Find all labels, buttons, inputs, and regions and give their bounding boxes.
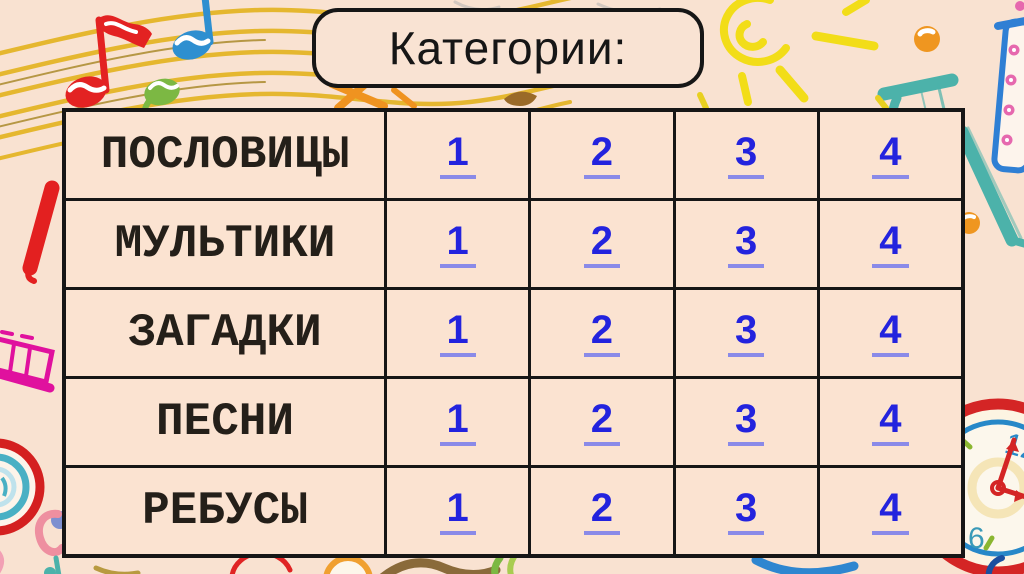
question-cell: 2 — [531, 468, 673, 554]
question-link[interactable]: 2 — [583, 132, 620, 179]
teal-slide-doodle — [955, 125, 1024, 248]
title-box: Категории: — [312, 8, 704, 88]
question-cell: 1 — [387, 112, 529, 198]
question-link[interactable]: 2 — [583, 488, 620, 535]
page-title: Категории: — [388, 22, 628, 74]
question-link[interactable]: 2 — [583, 399, 620, 446]
question-cell: 4 — [819, 201, 961, 287]
question-cell: 3 — [675, 379, 817, 465]
question-cell: 3 — [675, 112, 817, 198]
question-cell: 4 — [819, 379, 961, 465]
svg-text:6: 6 — [968, 522, 985, 555]
question-cell: 2 — [531, 290, 673, 376]
question-link[interactable]: 4 — [872, 399, 909, 446]
category-cell-zagadki: ЗАГАДКИ — [66, 290, 384, 376]
sun-doodle — [719, 0, 879, 106]
question-link[interactable]: 4 — [872, 221, 909, 268]
question-link[interactable]: 4 — [872, 310, 909, 357]
question-cell: 3 — [675, 290, 817, 376]
question-link[interactable]: 4 — [872, 488, 909, 535]
music-note-red-icon — [65, 15, 152, 108]
category-cell-rebusy: РЕБУСЫ — [66, 468, 384, 554]
category-cell-pesni: ПЕСНИ — [66, 379, 384, 465]
question-link[interactable]: 3 — [728, 310, 765, 357]
question-link[interactable]: 3 — [728, 488, 765, 535]
question-cell: 1 — [387, 290, 529, 376]
question-cell: 2 — [531, 112, 673, 198]
piano-doodle — [0, 330, 55, 393]
question-link[interactable]: 2 — [583, 221, 620, 268]
question-link[interactable]: 3 — [728, 399, 765, 446]
question-cell: 4 — [819, 468, 961, 554]
question-cell: 2 — [531, 379, 673, 465]
dotted-strip-doodle — [991, 1, 1024, 174]
question-link[interactable]: 3 — [728, 132, 765, 179]
question-cell: 4 — [819, 112, 961, 198]
question-cell: 1 — [387, 468, 529, 554]
question-link[interactable]: 3 — [728, 221, 765, 268]
question-link[interactable]: 1 — [439, 310, 476, 357]
category-cell-multiki: МУЛЬТИКИ — [66, 201, 384, 287]
question-link[interactable]: 1 — [439, 132, 476, 179]
question-link[interactable]: 4 — [872, 132, 909, 179]
question-cell: 4 — [819, 290, 961, 376]
category-board: ПОСЛОВИЦЫ 1 2 3 4 МУЛЬТИКИ 1 2 3 4 ЗАГАД… — [62, 108, 965, 558]
question-link[interactable]: 1 — [439, 399, 476, 446]
red-brush-doodle — [22, 180, 60, 284]
question-link[interactable]: 1 — [439, 221, 476, 268]
music-note-blue-icon — [172, 0, 214, 60]
question-cell: 3 — [675, 468, 817, 554]
question-cell: 3 — [675, 201, 817, 287]
circle-sketch-doodle — [0, 438, 45, 536]
question-link[interactable]: 2 — [583, 310, 620, 357]
question-cell: 1 — [387, 379, 529, 465]
brown-blob-doodle — [504, 91, 889, 111]
category-cell-poslovicy: ПОСЛОВИЦЫ — [66, 112, 384, 198]
question-cell: 2 — [531, 201, 673, 287]
question-link[interactable]: 1 — [439, 488, 476, 535]
question-cell: 1 — [387, 201, 529, 287]
